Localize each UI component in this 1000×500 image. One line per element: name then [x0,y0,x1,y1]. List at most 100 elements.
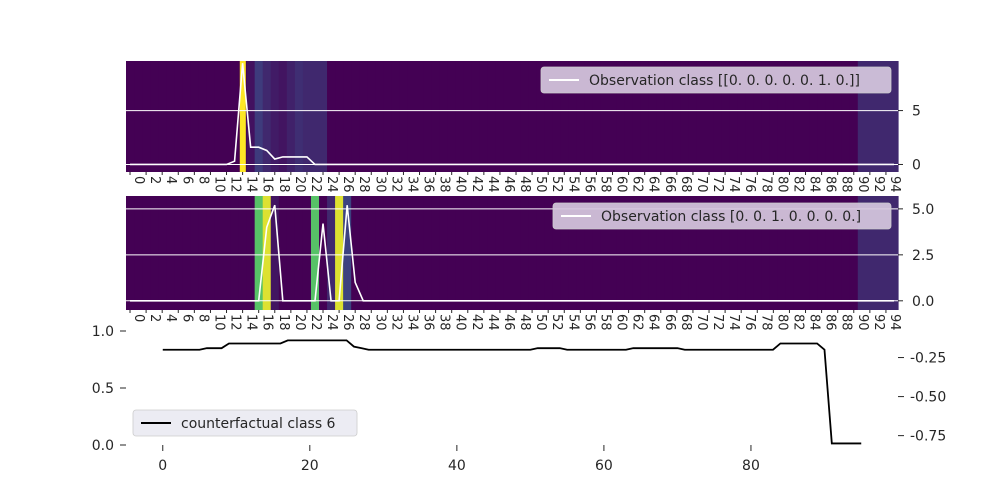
heatmap-cell [190,61,199,172]
heatmap-cell [817,196,827,310]
legend-label: Observation class [[0. 0. 0. 0. 0. 1. 0.… [589,73,860,89]
heatmap-cell [359,61,368,172]
x-tick-label: 48 [517,314,532,331]
heatmap-cell [520,61,529,172]
x-tick-label: 38 [437,176,452,193]
x-tick-label: 56 [581,176,596,193]
x-tick-label: 38 [437,314,452,331]
left-y-tick-label: 1.0 [92,324,114,340]
heatmap-cell [664,61,674,172]
x-tick-label: 70 [694,314,709,331]
heatmap-cell [737,196,746,310]
x-tick-label: 8 [195,176,210,184]
x-tick-label: 40 [453,176,468,193]
y-tick-label: 5 [912,104,921,120]
heatmap-cell [680,196,690,310]
heatmap-cell [270,196,280,310]
x-tick-label: 6 [179,176,194,184]
heatmap-cell [632,61,642,172]
heatmap-cell [222,61,232,172]
heatmap-cell [648,196,658,310]
y-tick-label: 0 [912,157,921,173]
heatmap-cell [375,196,384,310]
heatmap-peak-cell [239,61,246,172]
heatmap-cell [383,196,392,310]
heatmap-cell [785,61,795,172]
heatmap-cell [777,61,787,172]
heatmap-cell [592,196,602,310]
heatmap-cell [568,196,577,310]
heatmap-cell [383,61,392,172]
heatmap-cell [745,61,754,172]
heatmap-cell [817,61,827,172]
heatmap-cell [833,196,843,310]
x-tick-label: 6 [179,314,194,322]
x-tick-label: 46 [501,314,516,331]
heatmap-cell [351,61,360,172]
x-tick-label: 68 [678,176,693,193]
heatmap-cell [785,196,795,310]
y-tick-label: 2.5 [912,248,934,264]
x-tick-label: 66 [662,176,677,193]
heatmap-cell [865,61,875,172]
heatmap-cell [319,196,328,310]
heatmap-cell [632,196,642,310]
heatmap-cell [246,61,256,172]
heatmap-cell [520,196,529,310]
legend-box [132,409,358,437]
heatmap-cell [302,196,312,310]
right-y-tick-label: -0.25 [910,351,946,367]
x-tick-label: 50 [533,176,548,193]
heatmap-cell [230,196,240,310]
heatmap-cell [206,61,216,172]
heatmap-cell [769,196,778,310]
heatmap-cell [319,61,328,172]
heatmap-cell [471,61,481,172]
heatmap-cell [286,61,296,172]
heatmap-cell [713,196,722,310]
x-tick-label: 30 [372,176,387,193]
heatmap-cell [809,196,819,310]
y-tick-label: 0.0 [912,294,934,310]
heatmap-cell [849,196,859,310]
heatmap-cell [158,196,167,310]
heatmap-cell [431,196,441,310]
x-tick-label: 92 [871,176,886,193]
x-tick-label: 94 [887,176,902,193]
right-y-tick-label: -0.75 [910,429,946,445]
legend: Observation class [0. 0. 1. 0. 0. 0. 0.] [552,202,892,230]
heatmap-cell [455,196,465,310]
heatmap-cell [761,196,770,310]
x-tick-label: 10 [211,314,226,331]
heatmap-cell [447,196,457,310]
heatmap-cell [841,61,851,172]
heatmap-cell [640,196,650,310]
heatmap-cell [753,196,762,310]
x-tick-label: 34 [404,176,419,193]
x-tick-label: 4 [163,176,178,184]
x-tick-label: 62 [630,176,645,193]
x-tick-label: 88 [839,176,854,193]
heatmap-cell [495,61,505,172]
heatmap-cell [536,196,545,310]
heatmap-cell [439,196,449,310]
left-y-tick-label: 0.5 [92,381,114,397]
x-tick-label: 2 [147,176,162,184]
heatmap-cell [503,196,513,310]
heatmap-cell [463,196,473,310]
heatmap-cell [688,196,698,310]
heatmap-cell [624,61,634,172]
heatmap-cell [857,61,867,172]
x-tick-label: 22 [308,314,323,331]
heatmap-cell [576,61,585,172]
heatmap-cell [648,61,658,172]
heatmap-cell [198,61,208,172]
heatmap-cell [230,61,240,172]
x-tick-label: 80 [774,314,789,331]
heatmap-cell [761,61,770,172]
heatmap-cell [721,196,730,310]
x-tick-label: 74 [726,176,741,193]
heatmap-cell [495,196,505,310]
heatmap-cell [407,61,417,172]
heatmap-cell [286,196,296,310]
